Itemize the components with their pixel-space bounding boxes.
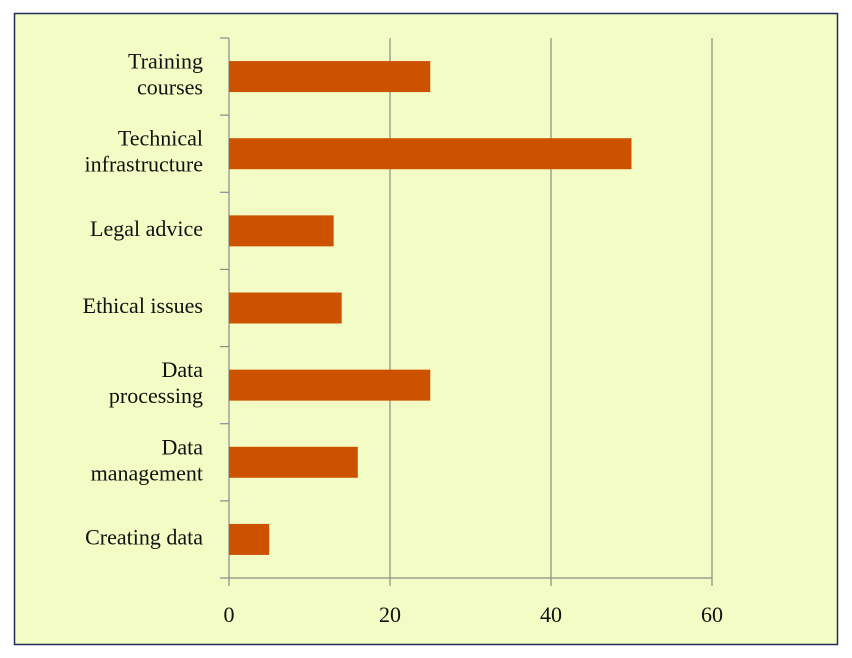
- bar: [229, 215, 334, 247]
- bar: [229, 292, 342, 324]
- bar: [229, 369, 431, 401]
- y-tick-label: Data management: [91, 434, 204, 485]
- x-tick-label: 20: [379, 602, 401, 627]
- x-tick-label: 0: [224, 602, 235, 627]
- x-tick-label: 40: [540, 602, 562, 627]
- y-tick-label: Legal advice: [90, 216, 203, 241]
- y-tick-label: Training courses: [128, 49, 203, 100]
- y-tick-label: Creating data: [85, 524, 203, 549]
- bar: [229, 523, 270, 555]
- x-tick-label: 60: [701, 602, 723, 627]
- bar: [229, 446, 358, 478]
- y-tick-label: Ethical issues: [83, 293, 203, 318]
- y-tick-label: Technical infrastructure: [85, 126, 204, 177]
- chart-background: [13, 12, 839, 646]
- bar: [229, 61, 431, 93]
- y-tick-label: Data processing: [109, 357, 203, 408]
- bar: [229, 138, 632, 170]
